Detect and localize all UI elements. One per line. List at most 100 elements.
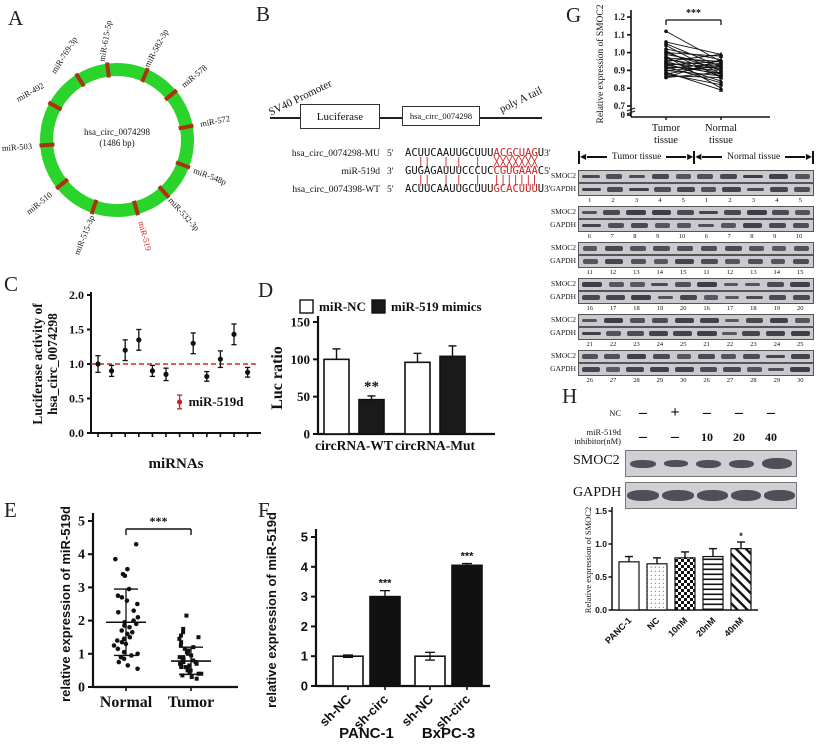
plasmid-size: (1486 bp) (99, 138, 135, 148)
lane-number: 1 (588, 197, 592, 204)
blot-band (664, 460, 688, 467)
label: sh-NC (316, 691, 354, 729)
label: * (739, 531, 743, 541)
treatment-value: – (703, 404, 711, 421)
lane-number: 17 (609, 305, 617, 312)
lane-number: 25 (796, 341, 804, 348)
label: 150 (291, 315, 311, 330)
panel-b-letter: B (256, 2, 271, 26)
blot-band (721, 222, 736, 229)
lane-number: 21 (703, 341, 710, 348)
label: 0 (304, 427, 311, 442)
blot-band (791, 354, 810, 359)
lane-number: 2 (728, 197, 732, 204)
tumor-point (664, 29, 668, 34)
blot-band (675, 282, 691, 287)
blot-band (657, 295, 673, 300)
pair-line (665, 61, 722, 66)
blot-row-label-GAPDH: GAPDH (550, 292, 576, 301)
blot-band (742, 222, 762, 229)
data-point (177, 636, 182, 641)
blot-band (630, 282, 645, 287)
arrow-left-icon: ◀ (695, 152, 702, 161)
data-point (179, 665, 184, 670)
arrow-left-icon: ◀ (580, 152, 587, 161)
data-point (115, 610, 121, 615)
label: NC (645, 615, 662, 632)
blot-strip-GAPDH (578, 363, 814, 376)
match-marks: || | | | ||||||| (405, 174, 545, 186)
sequence-text: ACUUCAAUUGCUUUACGCUAGU (405, 147, 544, 159)
panel-c-letter: C (4, 272, 19, 296)
pair-line (665, 30, 722, 62)
bar-circRNA-Mut-miR-519 mimics (439, 355, 466, 435)
blot-band (675, 174, 691, 179)
blot-band (700, 318, 719, 323)
blot-band (582, 174, 600, 179)
pair-line (665, 75, 722, 78)
insert-box-label: hsa_circ_0074298 (409, 111, 473, 121)
blot-band (794, 174, 810, 179)
blot-band (626, 330, 644, 337)
bar-sh-NC (332, 655, 364, 687)
data-point (231, 331, 237, 337)
blot-band (762, 458, 792, 469)
normal-point (718, 75, 724, 80)
label: *** (461, 551, 475, 563)
blot-row-label-GAPDH: GAPDH (550, 220, 576, 229)
data-point (135, 666, 140, 672)
lane-number: 17 (726, 305, 734, 312)
blot-band (729, 459, 754, 468)
data-point (122, 347, 128, 353)
lane-number-row: 11 12 13 14 15 11 12 13 14 15 (578, 269, 812, 276)
blot-band (581, 210, 598, 215)
lane-number: 28 (633, 377, 640, 384)
blot-band (697, 282, 717, 287)
blot-band (698, 223, 715, 228)
label: PANC-1 (339, 725, 394, 742)
pair-line (665, 41, 722, 55)
label: 50 (297, 389, 310, 404)
pair-line (665, 71, 722, 91)
blot-band (582, 318, 598, 323)
label: 0.0 (69, 426, 84, 440)
plasmid-mirna-label: miR-492 (13, 79, 46, 104)
blot-strip-SMOC2 (578, 350, 814, 363)
lane-number: 14 (773, 269, 781, 276)
blot-band (769, 295, 787, 300)
blot-row-label-GAPDH: GAPDH (550, 328, 576, 337)
treatment-label: miR-519d inhibitor(nM) (555, 428, 627, 446)
label: BxPC-3 (422, 725, 475, 742)
lane-number-row: 21 22 23 24 25 21 22 23 24 25 (578, 341, 812, 348)
blot-band (725, 295, 740, 300)
treatment-label: NC (555, 407, 627, 418)
label: 0.5 (595, 572, 607, 582)
bar-40nM (730, 548, 752, 611)
seq-black: ACUUCAAUUGCUUU (405, 183, 494, 195)
blot-band (696, 490, 728, 501)
blot-band (730, 490, 761, 501)
treatment-value: 10 (701, 429, 713, 444)
bar-circRNA-WT-miR-NC (323, 358, 350, 435)
bar-sh-NC (414, 655, 446, 687)
spacer (387, 158, 405, 167)
blot-strip-GAPDH (578, 219, 814, 232)
sequence-end: 5' (544, 167, 551, 177)
sequence-end: 5' (387, 149, 394, 159)
blot-band (793, 187, 811, 192)
data-point (181, 660, 186, 665)
blot-band (676, 187, 695, 192)
lane-number: 11 (586, 269, 593, 276)
lane-number-row: 1 2 3 4 5 1 2 3 4 5 (578, 197, 812, 204)
blot-band (625, 210, 646, 215)
sequence-row: miR-519d 3' GUGAGAUUUCCCUCCGUGAAAC 5' (252, 165, 562, 178)
sequence-row: hsa_circ_0074398-WT 5' ACUUCAAUUGCUUUGCACU… (252, 183, 562, 196)
blot-band (790, 281, 810, 288)
treatment-label-line: NC (609, 407, 621, 418)
label: 20nM (694, 615, 717, 638)
label: circRNA-WT (315, 438, 393, 453)
blot-band (766, 354, 785, 359)
data-point (121, 636, 127, 642)
match-row: || | | | ╳╳╳╳╳╳╳ (252, 157, 562, 168)
lane-number: 20 (680, 305, 687, 312)
